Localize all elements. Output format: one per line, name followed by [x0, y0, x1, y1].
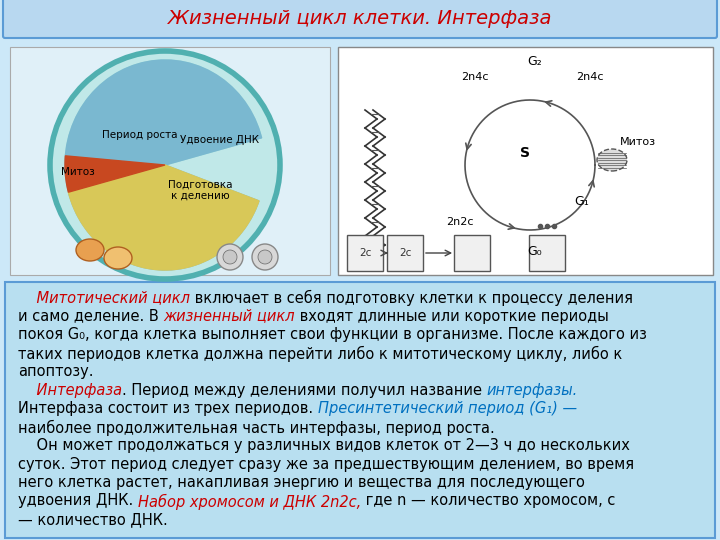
Text: 2n4c: 2n4c: [462, 72, 489, 82]
Text: Интерфаза состоит из трех периодов.: Интерфаза состоит из трех периодов.: [18, 401, 318, 416]
FancyBboxPatch shape: [387, 235, 423, 271]
FancyBboxPatch shape: [5, 42, 715, 280]
Text: наиболее продолжительная часть интерфазы, период роста.: наиболее продолжительная часть интерфазы…: [18, 420, 495, 436]
Ellipse shape: [217, 244, 243, 270]
FancyBboxPatch shape: [3, 0, 717, 38]
Text: . Период между делениями получил название: . Период между делениями получил названи…: [122, 382, 487, 397]
Text: Пресинтетический период (G₁) —: Пресинтетический период (G₁) —: [318, 401, 577, 416]
Text: — количество ДНК.: — количество ДНК.: [18, 512, 168, 527]
Text: включает в себя подготовку клетки к процессу деления: включает в себя подготовку клетки к проц…: [190, 290, 633, 306]
Text: Он может продолжаться у различных видов клеток от 2—3 ч до нескольких: Он может продолжаться у различных видов …: [18, 438, 630, 453]
Text: таких периодов клетка должна перейти либо к митотическому циклу, либо к: таких периодов клетка должна перейти либ…: [18, 346, 622, 362]
Text: Набор хромосом и ДНК 2n2c,: Набор хромосом и ДНК 2n2c,: [138, 494, 361, 510]
Text: G₂: G₂: [528, 55, 542, 68]
FancyBboxPatch shape: [5, 282, 715, 538]
Text: S: S: [520, 146, 530, 160]
FancyBboxPatch shape: [338, 47, 713, 275]
Text: G₁: G₁: [575, 195, 590, 208]
Text: Подготовка
к делению: Подготовка к делению: [168, 179, 233, 201]
Ellipse shape: [252, 244, 278, 270]
Text: Митоз: Митоз: [620, 137, 656, 147]
Text: интерфазы.: интерфазы.: [487, 382, 578, 397]
Ellipse shape: [223, 250, 237, 264]
Text: удвоения ДНК.: удвоения ДНК.: [18, 494, 138, 509]
Text: 2n2c: 2n2c: [446, 217, 474, 227]
Text: входят длинные или короткие периоды: входят длинные или короткие периоды: [295, 308, 608, 323]
Text: суток. Этот период следует сразу же за предшествующим делением, во время: суток. Этот период следует сразу же за п…: [18, 456, 634, 471]
Text: 2c: 2c: [359, 248, 372, 258]
FancyBboxPatch shape: [10, 47, 330, 275]
FancyBboxPatch shape: [454, 235, 490, 271]
Text: где n — количество хромосом, с: где n — количество хромосом, с: [361, 494, 616, 509]
Ellipse shape: [76, 239, 104, 261]
Text: апоптозу.: апоптозу.: [18, 364, 94, 379]
Ellipse shape: [597, 149, 627, 171]
Polygon shape: [65, 156, 165, 192]
FancyBboxPatch shape: [529, 235, 565, 271]
Text: него клетка растет, накапливая энергию и вещества для последующего: него клетка растет, накапливая энергию и…: [18, 475, 585, 490]
Text: G₀: G₀: [528, 245, 542, 258]
FancyBboxPatch shape: [347, 235, 383, 271]
Polygon shape: [66, 60, 261, 165]
Ellipse shape: [50, 51, 280, 279]
Polygon shape: [65, 60, 261, 270]
Text: Интерфаза: Интерфаза: [18, 382, 122, 397]
Text: Митотический цикл: Митотический цикл: [18, 290, 190, 305]
Text: и само деление. В: и само деление. В: [18, 308, 163, 323]
Ellipse shape: [258, 250, 272, 264]
Text: Период роста: Период роста: [102, 130, 178, 140]
Text: Жизненный цикл клетки. Интерфаза: Жизненный цикл клетки. Интерфаза: [168, 9, 552, 28]
Text: 2n4c: 2n4c: [576, 72, 604, 82]
Text: покоя G₀, когда клетка выполняет свои функции в организме. После каждого из: покоя G₀, когда клетка выполняет свои фу…: [18, 327, 647, 342]
Text: Удвоение ДНК: Удвоение ДНК: [181, 135, 259, 145]
Ellipse shape: [104, 247, 132, 269]
Text: 2c: 2c: [399, 248, 411, 258]
Polygon shape: [68, 165, 259, 270]
Text: Митоз: Митоз: [61, 167, 95, 177]
Text: жизненный цикл: жизненный цикл: [163, 308, 295, 323]
